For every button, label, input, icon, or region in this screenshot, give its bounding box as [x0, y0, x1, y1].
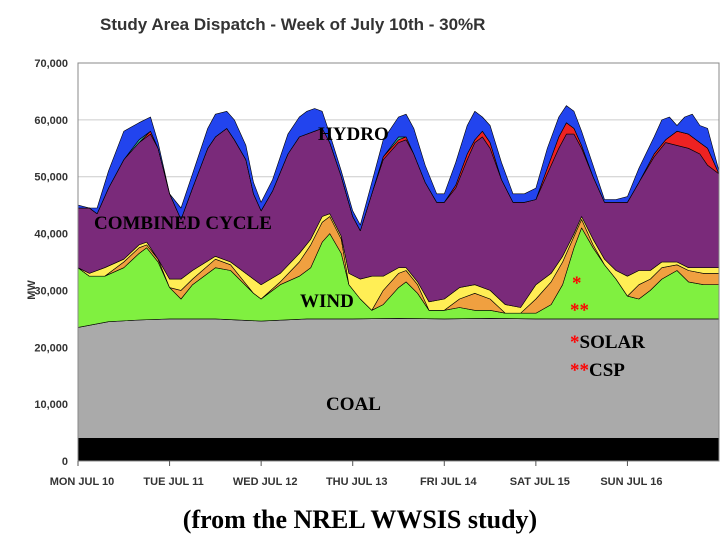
y-tick-label: 20,000	[34, 342, 68, 354]
y-tick-label: 0	[62, 456, 68, 468]
chart-title: Study Area Dispatch - Week of July 10th …	[100, 15, 485, 34]
y-tick-label: 40,000	[34, 229, 68, 241]
legend-csp-text: CSP	[589, 360, 625, 381]
label-hydro: HYDRO	[318, 124, 389, 145]
label-combined-cycle: COMBINED CYCLE	[94, 213, 272, 234]
y-tick-label: 10,000	[34, 399, 68, 411]
y-axis-ticks: 0 10,000 20,000 30,000 40,000 50,000 60,000 70,…	[34, 58, 68, 468]
legend-csp: **CSP	[570, 360, 625, 381]
x-tick-label: TUE JUL 11	[143, 476, 203, 488]
area-hydro	[77, 105, 720, 231]
x-axis-ticks: MON JUL 10 TUE JUL 11 WED JUL 12 THU JUL 13…	[50, 461, 663, 488]
legend-csp-stars: **	[570, 360, 589, 381]
x-tick-label: WED JUL 12	[233, 476, 298, 488]
label-wind: WIND	[300, 291, 354, 312]
source-caption: (from the NREL WWSIS study)	[182, 505, 538, 534]
x-tick-label: SAT JUL 15	[510, 476, 570, 488]
legend-solar-star: *	[570, 332, 580, 353]
plot-frame	[77, 62, 720, 462]
marker-solar: *	[572, 273, 582, 294]
marker-csp: **	[570, 300, 589, 321]
x-tick-label: FRI JUL 14	[420, 476, 478, 488]
area-series	[77, 105, 720, 462]
x-tick-label: MON JUL 10	[50, 476, 115, 488]
y-tick-label: 50,000	[34, 172, 68, 184]
y-axis-label: MW	[26, 280, 38, 300]
area-base	[77, 438, 720, 462]
label-coal: COAL	[326, 394, 381, 415]
legend-solar-text: SOLAR	[580, 332, 646, 353]
x-tick-label: SUN JUL 16	[600, 476, 662, 488]
y-tick-label: 70,000	[34, 58, 68, 70]
y-tick-label: 60,000	[34, 115, 68, 127]
x-tick-label: THU JUL 13	[326, 476, 388, 488]
legend-solar: *SOLAR	[570, 332, 645, 353]
y-tick-label: 30,000	[34, 285, 68, 297]
